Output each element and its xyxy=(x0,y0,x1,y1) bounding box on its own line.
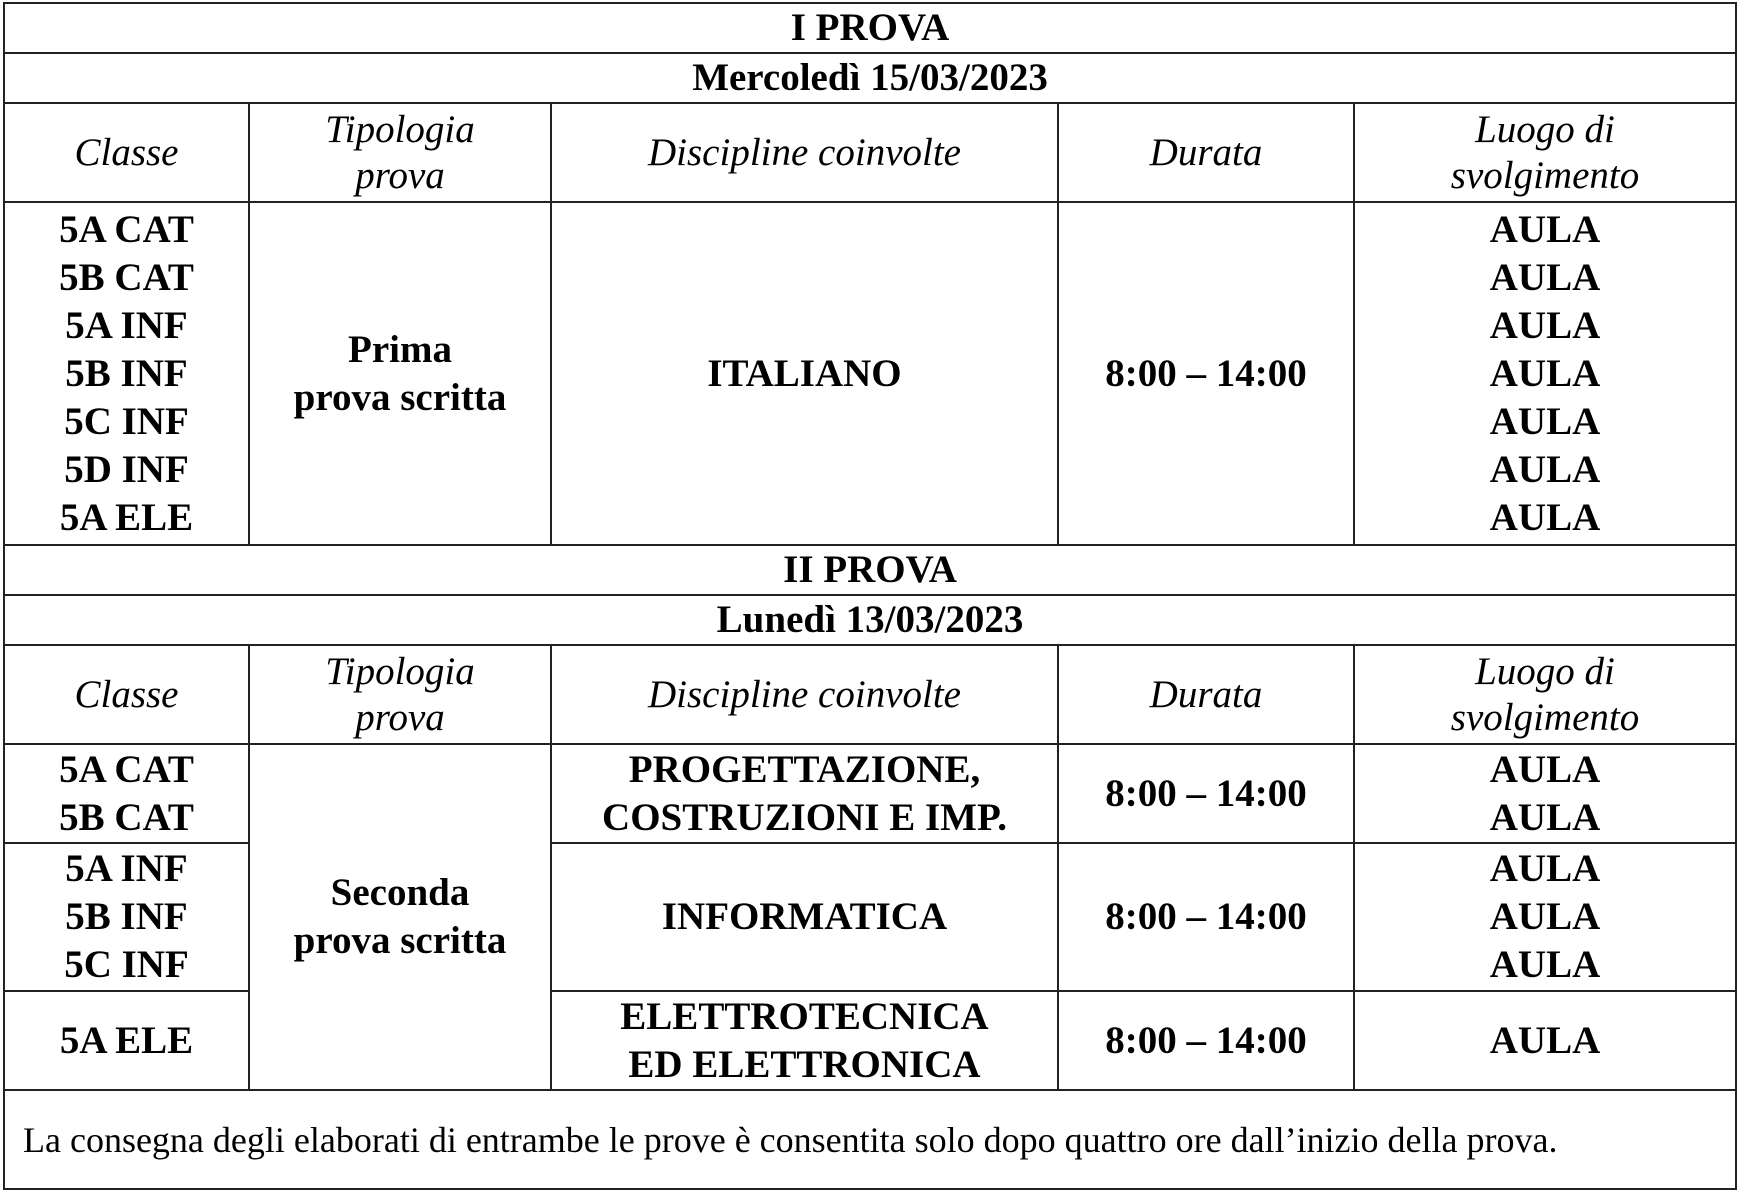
prova1-header-row: Classe Tipologia prova Discipline coinvol… xyxy=(3,102,1738,203)
prova2-luogo-ele: AULA xyxy=(1352,990,1738,1091)
prova2-classes-inf: 5A INF 5B INF 5C INF xyxy=(3,842,250,992)
prova2-classes-ele: 5A ELE xyxy=(3,990,250,1091)
prova2-discipline-ele: ELETTROTECNICA ED ELETTRONICA xyxy=(550,990,1059,1091)
col-discipline: Discipline coinvolte xyxy=(550,644,1059,745)
col-durata: Durata xyxy=(1057,644,1355,745)
col-luogo: Luogo di svolgimento xyxy=(1352,644,1738,745)
col-classe: Classe xyxy=(3,644,250,745)
prova2-discipline-inf: INFORMATICA xyxy=(550,842,1059,992)
prova2-row-inf: 5A INF 5B INF 5C INF INFORMATICA 8:00 – 14… xyxy=(3,842,1738,992)
col-discipline: Discipline coinvolte xyxy=(550,102,1059,203)
prova1-luogo: AULA AULA AULA AULA AULA AULA AULA xyxy=(1352,201,1738,546)
prova2-luogo-inf: AULA AULA AULA xyxy=(1352,842,1738,992)
prova2-luogo-cat: AULA AULA xyxy=(1352,743,1738,844)
col-tipologia: Tipologia prova xyxy=(248,102,552,203)
prova2-tipologia: Seconda prova scritta xyxy=(248,743,552,1091)
prova1-discipline: ITALIANO xyxy=(550,201,1059,546)
prova2-header-row: Classe Tipologia prova Discipline coinvol… xyxy=(3,644,1738,745)
prova2-durata-cat: 8:00 – 14:00 xyxy=(1057,743,1355,844)
prova1-date: Mercoledì 15/03/2023 xyxy=(2,52,1738,104)
prova2-title: II PROVA xyxy=(2,544,1738,596)
prova2-classes-cat: 5A CAT 5B CAT xyxy=(3,743,250,844)
prova1-classes: 5A CAT 5B CAT 5A INF 5B INF 5C INF 5D INF 5A E… xyxy=(3,201,250,546)
col-classe: Classe xyxy=(3,102,250,203)
prova2-row-ele: 5A ELE ELETTROTECNICA ED ELETTRONICA 8:00… xyxy=(3,990,1738,1091)
col-tipologia: Tipologia prova xyxy=(248,644,552,745)
footnote: La consegna degli elaborati di entrambe … xyxy=(2,1089,1738,1190)
prova2-date: Lunedì 13/03/2023 xyxy=(2,594,1738,646)
prova1-title: I PROVA xyxy=(2,2,1738,54)
col-luogo: Luogo di svolgimento xyxy=(1352,102,1738,203)
prova2-row-cat: 5A CAT 5B CAT Seconda prova scritta PROGET… xyxy=(3,743,1738,1091)
prova1-tipologia: Prima prova scritta xyxy=(248,201,552,546)
prova2-durata-inf: 8:00 – 14:00 xyxy=(1057,842,1355,992)
prova1-durata: 8:00 – 14:00 xyxy=(1057,201,1355,546)
col-durata: Durata xyxy=(1057,102,1355,203)
prova2-discipline-cat: PROGETTAZIONE, COSTRUZIONI E IMP. xyxy=(550,743,1059,844)
prova1-row: 5A CAT 5B CAT 5A INF 5B INF 5C INF 5D INF 5A E… xyxy=(3,201,1738,546)
prova2-durata-ele: 8:00 – 14:00 xyxy=(1057,990,1355,1091)
